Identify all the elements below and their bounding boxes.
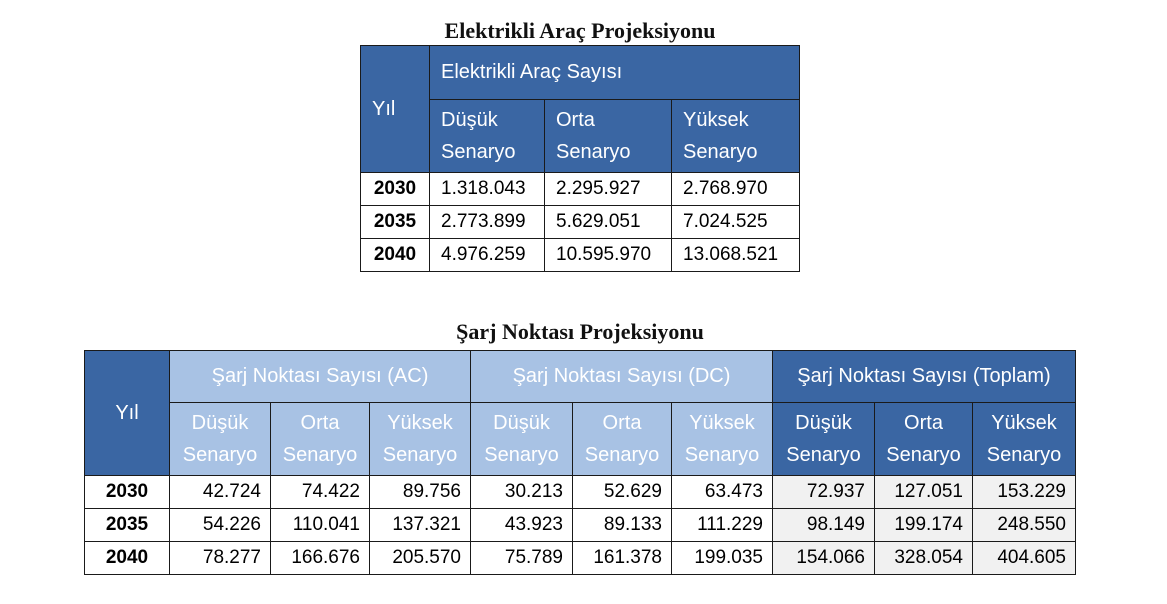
ev-count-header: Elektrikli Araç Sayısı [429,45,800,100]
value-cell: 30.213 [470,475,573,509]
value-cell: 5.629.051 [544,205,672,239]
year-cell: 2030 [360,172,430,206]
value-cell: 2.295.927 [544,172,672,206]
value-cell: 13.068.521 [671,238,800,272]
dc-scenario-high: Yüksek Senaryo [671,402,773,476]
table2-title: Şarj Noktası Projeksiyonu [456,319,704,344]
value-cell: 153.229 [972,475,1076,509]
ac-scenario-mid: Orta Senaryo [270,402,370,476]
total-scenario-low: Düşük Senaryo [772,402,875,476]
table-row: 2040 78.277 166.676 205.570 75.789 161.3… [84,541,1076,575]
table1-title: Elektrikli Araç Projeksiyonu [444,18,716,43]
ac-scenario-low: Düşük Senaryo [169,402,271,476]
year-cell: 2035 [360,205,430,239]
total-group-header: Şarj Noktası Sayısı (Toplam) [772,350,1076,403]
table-row: 2030 42.724 74.422 89.756 30.213 52.629 … [84,475,1076,509]
value-cell: 328.054 [874,541,973,575]
value-cell: 154.066 [772,541,875,575]
value-cell: 10.595.970 [544,238,672,272]
value-cell: 404.605 [972,541,1076,575]
value-cell: 111.229 [671,508,773,542]
value-cell: 98.149 [772,508,875,542]
ev-projection-table: Yıl Elektrikli Araç Sayısı Düşük Senaryo … [360,45,800,272]
value-cell: 199.035 [671,541,773,575]
year-cell: 2030 [84,475,170,509]
table-row: 2030 1.318.043 2.295.927 2.768.970 [360,172,800,206]
dc-scenario-low: Düşük Senaryo [470,402,573,476]
dc-group-header: Şarj Noktası Sayısı (DC) [470,350,773,403]
scenario-header-low: Düşük Senaryo [429,99,545,173]
value-cell: 42.724 [169,475,271,509]
dc-scenario-mid: Orta Senaryo [572,402,672,476]
ac-group-header: Şarj Noktası Sayısı (AC) [169,350,471,403]
table-row: 2040 4.976.259 10.595.970 13.068.521 [360,238,800,272]
scenario-header-high: Yüksek Senaryo [671,99,800,173]
value-cell: 205.570 [369,541,471,575]
value-cell: 72.937 [772,475,875,509]
value-cell: 7.024.525 [671,205,800,239]
value-cell: 137.321 [369,508,471,542]
value-cell: 78.277 [169,541,271,575]
year-cell: 2040 [360,238,430,272]
value-cell: 2.768.970 [671,172,800,206]
value-cell: 199.174 [874,508,973,542]
table-row: 2035 2.773.899 5.629.051 7.024.525 [360,205,800,239]
value-cell: 161.378 [572,541,672,575]
scenario-header-mid: Orta Senaryo [544,99,672,173]
value-cell: 1.318.043 [429,172,545,206]
value-cell: 89.756 [369,475,471,509]
value-cell: 248.550 [972,508,1076,542]
value-cell: 2.773.899 [429,205,545,239]
value-cell: 54.226 [169,508,271,542]
year-header: Yıl [360,45,430,173]
charging-point-projection-table: Yıl Şarj Noktası Sayısı (AC) Şarj Noktas… [84,350,1076,575]
value-cell: 4.976.259 [429,238,545,272]
value-cell: 127.051 [874,475,973,509]
value-cell: 166.676 [270,541,370,575]
value-cell: 43.923 [470,508,573,542]
total-scenario-mid: Orta Senaryo [874,402,973,476]
year-cell: 2035 [84,508,170,542]
value-cell: 74.422 [270,475,370,509]
total-scenario-high: Yüksek Senaryo [972,402,1076,476]
value-cell: 52.629 [572,475,672,509]
value-cell: 63.473 [671,475,773,509]
ac-scenario-high: Yüksek Senaryo [369,402,471,476]
value-cell: 75.789 [470,541,573,575]
year-cell: 2040 [84,541,170,575]
table-row: 2035 54.226 110.041 137.321 43.923 89.13… [84,508,1076,542]
year-header: Yıl [84,350,170,476]
value-cell: 89.133 [572,508,672,542]
value-cell: 110.041 [270,508,370,542]
